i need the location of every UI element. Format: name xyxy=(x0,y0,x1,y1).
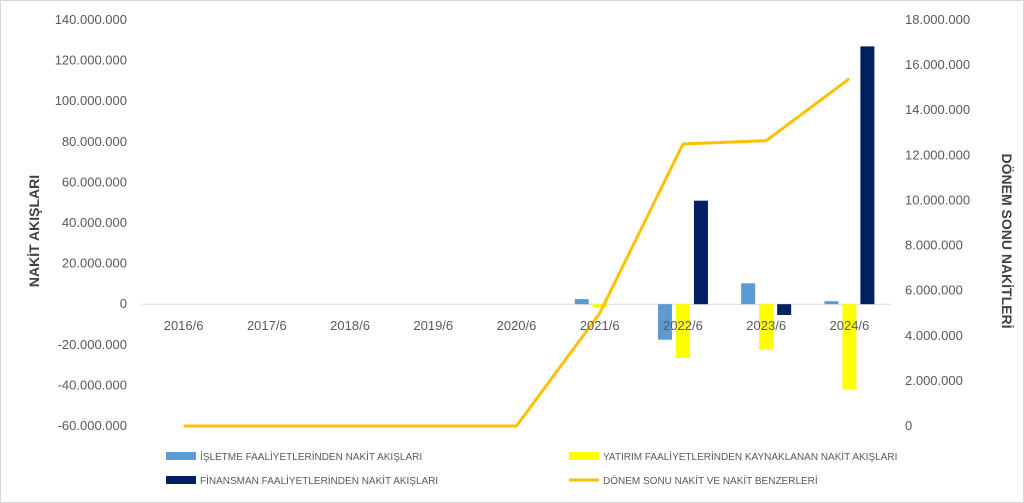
category-label: 2022/6 xyxy=(663,318,703,333)
left-tick-label: -40.000.000 xyxy=(58,377,127,392)
bar xyxy=(741,283,756,305)
right-tick-label: 18.000.000 xyxy=(905,12,970,27)
right-tick-label: 10.000.000 xyxy=(905,192,970,207)
right-axis-ticks: 0 2.000.000 4.000.000 6.000.000 8.000.000 10.… xyxy=(905,12,970,433)
category-label: 2024/6 xyxy=(830,318,870,333)
legend-item: FİNANSMAN FAALİYETLERİNDEN NAKİT AKIŞLAR… xyxy=(166,474,438,487)
left-tick-label: 80.000.000 xyxy=(62,134,127,149)
bar xyxy=(842,304,857,390)
bar xyxy=(860,46,875,305)
line-series xyxy=(183,77,851,428)
category-label: 2018/6 xyxy=(330,318,370,333)
bar xyxy=(675,304,690,358)
right-tick-label: 12.000.000 xyxy=(905,147,970,162)
bar xyxy=(693,200,708,305)
left-axis-ticks: -60.000.000 -40.000.000 -20.000.000 0 20.000… xyxy=(55,12,127,433)
right-tick-label: 0 xyxy=(905,418,912,433)
left-tick-label: 140.000.000 xyxy=(55,12,127,27)
category-label: 2023/6 xyxy=(746,318,786,333)
category-label: 2017/6 xyxy=(247,318,287,333)
left-tick-label: 20.000.000 xyxy=(62,256,127,271)
left-tick-label: 120.000.000 xyxy=(55,53,127,68)
legend-item: YATIRIM FAALİYETLERİNDEN KAYNAKLANAN NAK… xyxy=(569,450,897,463)
legend-swatch xyxy=(166,452,196,460)
right-tick-label: 6.000.000 xyxy=(905,283,963,298)
bar xyxy=(824,301,839,305)
category-label: 2019/6 xyxy=(413,318,453,333)
left-tick-label: 0 xyxy=(120,296,127,311)
bar xyxy=(777,304,792,315)
left-tick-label: 100.000.000 xyxy=(55,93,127,108)
category-label: 2020/6 xyxy=(497,318,537,333)
right-tick-label: 4.000.000 xyxy=(905,328,963,343)
legend-label: FİNANSMAN FAALİYETLERİNDEN NAKİT AKIŞLAR… xyxy=(200,474,438,487)
right-tick-label: 2.000.000 xyxy=(905,373,963,388)
left-axis-title: NAKİT AKIŞLARI xyxy=(26,175,42,287)
category-label: 2021/6 xyxy=(580,318,620,333)
left-tick-label: 40.000.000 xyxy=(62,215,127,230)
bar-series xyxy=(574,46,875,390)
legend: İŞLETME FAALİYETLERİNDEN NAKİT AKIŞLARI Y… xyxy=(166,450,897,487)
legend-item: İŞLETME FAALİYETLERİNDEN NAKİT AKIŞLARI xyxy=(166,450,422,463)
right-tick-label: 14.000.000 xyxy=(905,102,970,117)
bar xyxy=(592,304,607,308)
right-tick-label: 8.000.000 xyxy=(905,238,963,253)
category-labels: 2016/6 2017/6 2018/6 2019/6 2020/6 2021/6 2022… xyxy=(164,318,870,333)
legend-swatch xyxy=(166,476,196,484)
right-axis-title: DÖNEM SONU NAKİTLERİ xyxy=(999,154,1015,329)
left-tick-label: -20.000.000 xyxy=(58,337,127,352)
legend-item: DÖNEM SONU NAKİT VE NAKİT BENZERLERİ xyxy=(569,474,818,487)
legend-label: İŞLETME FAALİYETLERİNDEN NAKİT AKIŞLARI xyxy=(200,450,422,463)
right-tick-label: 16.000.000 xyxy=(905,57,970,72)
legend-label: DÖNEM SONU NAKİT VE NAKİT BENZERLERİ xyxy=(603,474,818,487)
left-tick-label: 60.000.000 xyxy=(62,174,127,189)
legend-swatch xyxy=(569,452,599,460)
series-line xyxy=(183,77,851,428)
bar xyxy=(574,299,589,305)
left-tick-label: -60.000.000 xyxy=(58,418,127,433)
bar xyxy=(759,304,774,350)
legend-label: YATIRIM FAALİYETLERİNDEN KAYNAKLANAN NAK… xyxy=(603,450,897,463)
bar xyxy=(657,304,672,340)
category-label: 2016/6 xyxy=(164,318,204,333)
